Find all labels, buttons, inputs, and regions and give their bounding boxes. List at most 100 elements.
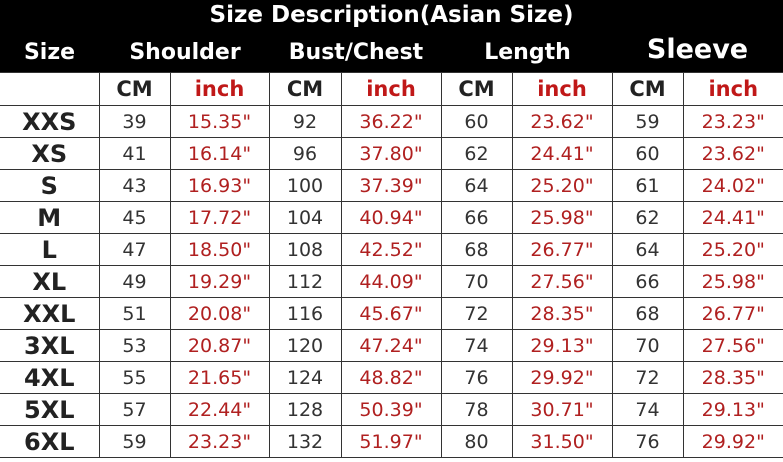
cell-shoulder-in: 15.35" — [169, 105, 270, 138]
cell-sleeve-in: 29.92" — [682, 425, 783, 458]
cell-sleeve-in: 25.98" — [682, 265, 783, 298]
table-row: L 47 18.50" 108 42.52" 68 26.77" 64 25.20" — [0, 233, 783, 266]
table-row: 6XL 59 23.23" 132 51.97" 80 31.50" 76 29.92" — [0, 425, 783, 458]
cell-length-in: 23.62" — [511, 105, 613, 138]
cell-length-in: 27.56" — [511, 265, 613, 298]
cell-shoulder-in: 19.29" — [169, 265, 270, 298]
cell-length-cm: 70 — [440, 265, 513, 298]
cell-shoulder-cm: 43 — [98, 169, 171, 202]
table-row: XS 41 16.14" 96 37.80" 62 24.41" 60 23.62" — [0, 137, 783, 170]
cell-shoulder-in: 18.50" — [169, 233, 270, 266]
cell-size: 3XL — [0, 329, 100, 362]
cell-shoulder-cm: 55 — [98, 361, 171, 394]
cell-bust-cm: 120 — [268, 329, 342, 362]
cell-shoulder-in: 20.08" — [169, 297, 270, 330]
table-row: 5XL 57 22.44" 128 50.39" 78 30.71" 74 29.13" — [0, 393, 783, 426]
cell-shoulder-cm: 57 — [98, 393, 171, 426]
cell-bust-cm: 112 — [268, 265, 342, 298]
cell-bust-cm: 96 — [268, 137, 342, 170]
cell-length-in: 28.35" — [511, 297, 613, 330]
cell-shoulder-cm: 45 — [98, 201, 171, 234]
table-row: 3XL 53 20.87" 120 47.24" 74 29.13" 70 27.56" — [0, 329, 783, 362]
cell-bust-in: 47.24" — [340, 329, 442, 362]
cell-bust-cm: 124 — [268, 361, 342, 394]
cell-bust-in: 40.94" — [340, 201, 442, 234]
cell-sleeve-in: 25.20" — [682, 233, 783, 266]
cell-shoulder-cm: 59 — [98, 425, 171, 458]
cell-shoulder-cm: 49 — [98, 265, 171, 298]
header-bust: Bust/Chest — [288, 40, 424, 65]
cell-shoulder-in: 16.93" — [169, 169, 270, 202]
cell-length-cm: 72 — [440, 297, 513, 330]
table-header-band: Size Description(Asian Size) Size Should… — [0, 0, 783, 72]
header-size: Size — [23, 40, 76, 65]
cell-sleeve-in: 24.02" — [682, 169, 783, 202]
cell-size: S — [0, 169, 100, 202]
unit-cm: CM — [611, 72, 684, 106]
cell-bust-in: 51.97" — [340, 425, 442, 458]
unit-inch: inch — [682, 72, 783, 106]
cell-shoulder-in: 17.72" — [169, 201, 270, 234]
cell-sleeve-cm: 74 — [611, 393, 684, 426]
cell-shoulder-cm: 51 — [98, 297, 171, 330]
cell-bust-cm: 104 — [268, 201, 342, 234]
cell-size: 6XL — [0, 425, 100, 458]
cell-sleeve-cm: 68 — [611, 297, 684, 330]
cell-sleeve-cm: 66 — [611, 265, 684, 298]
cell-length-in: 29.13" — [511, 329, 613, 362]
table-row: S 43 16.93" 100 37.39" 64 25.20" 61 24.02" — [0, 169, 783, 202]
cell-length-cm: 76 — [440, 361, 513, 394]
cell-length-cm: 80 — [440, 425, 513, 458]
cell-size: 4XL — [0, 361, 100, 394]
cell-bust-cm: 116 — [268, 297, 342, 330]
cell-bust-cm: 128 — [268, 393, 342, 426]
table-row: M 45 17.72" 104 40.94" 66 25.98" 62 24.41" — [0, 201, 783, 234]
table-row: XXS 39 15.35" 92 36.22" 60 23.62" 59 23.23" — [0, 105, 783, 138]
unit-inch: inch — [511, 72, 613, 106]
unit-blank — [0, 72, 100, 106]
cell-length-cm: 64 — [440, 169, 513, 202]
cell-size: XL — [0, 265, 100, 298]
cell-sleeve-cm: 60 — [611, 137, 684, 170]
cell-sleeve-in: 24.41" — [682, 201, 783, 234]
cell-length-cm: 60 — [440, 105, 513, 138]
cell-sleeve-cm: 64 — [611, 233, 684, 266]
cell-bust-in: 48.82" — [340, 361, 442, 394]
size-table: CM inch CM inch CM inch CM inch XXS 39 15.… — [0, 72, 783, 458]
cell-length-in: 25.20" — [511, 169, 613, 202]
chart-title: Size Description(Asian Size) — [209, 2, 574, 28]
cell-sleeve-in: 29.13" — [682, 393, 783, 426]
cell-sleeve-cm: 72 — [611, 361, 684, 394]
cell-bust-cm: 100 — [268, 169, 342, 202]
cell-shoulder-in: 23.23" — [169, 425, 270, 458]
cell-shoulder-cm: 39 — [98, 105, 171, 138]
cell-length-cm: 78 — [440, 393, 513, 426]
unit-cm: CM — [268, 72, 342, 106]
cell-sleeve-in: 23.62" — [682, 137, 783, 170]
cell-sleeve-in: 27.56" — [682, 329, 783, 362]
cell-bust-in: 50.39" — [340, 393, 442, 426]
cell-bust-cm: 92 — [268, 105, 342, 138]
cell-shoulder-in: 22.44" — [169, 393, 270, 426]
header-length: Length — [484, 40, 571, 65]
cell-sleeve-cm: 76 — [611, 425, 684, 458]
cell-shoulder-in: 21.65" — [169, 361, 270, 394]
cell-bust-in: 44.09" — [340, 265, 442, 298]
cell-shoulder-cm: 47 — [98, 233, 171, 266]
cell-bust-in: 37.80" — [340, 137, 442, 170]
cell-sleeve-cm: 70 — [611, 329, 684, 362]
cell-size: XS — [0, 137, 100, 170]
cell-bust-cm: 108 — [268, 233, 342, 266]
unit-cm: CM — [440, 72, 513, 106]
cell-sleeve-in: 26.77" — [682, 297, 783, 330]
unit-inch: inch — [169, 72, 270, 106]
cell-size: 5XL — [0, 393, 100, 426]
cell-bust-cm: 132 — [268, 425, 342, 458]
cell-bust-in: 37.39" — [340, 169, 442, 202]
cell-bust-in: 42.52" — [340, 233, 442, 266]
cell-sleeve-cm: 62 — [611, 201, 684, 234]
cell-shoulder-cm: 41 — [98, 137, 171, 170]
cell-size: XXS — [0, 105, 100, 138]
table-row: XXL 51 20.08" 116 45.67" 72 28.35" 68 26.77" — [0, 297, 783, 330]
cell-sleeve-in: 28.35" — [682, 361, 783, 394]
